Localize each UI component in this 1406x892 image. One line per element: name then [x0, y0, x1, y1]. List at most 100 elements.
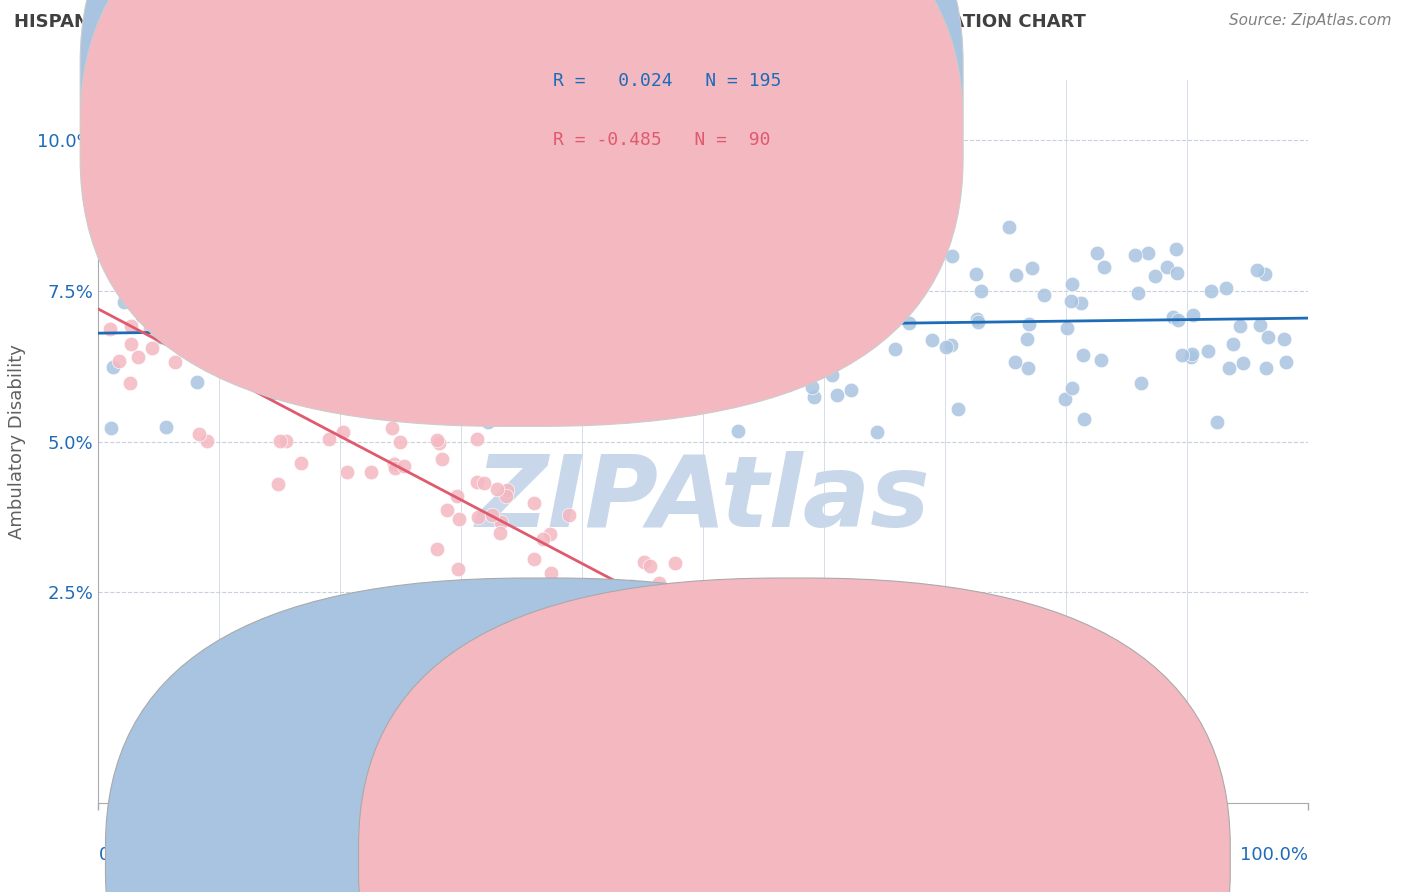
Point: [839, 383, 862, 397]
Point: [702, 226, 724, 240]
Point: [557, 281, 579, 295]
Point: [481, 508, 503, 522]
Point: [614, 584, 637, 599]
Point: [1254, 267, 1277, 281]
Point: [470, 392, 492, 406]
Point: [852, 239, 875, 253]
Point: [1222, 337, 1244, 351]
Point: [1085, 246, 1108, 260]
Point: [585, 588, 607, 602]
Point: [948, 401, 970, 416]
Point: [477, 415, 499, 429]
Point: [695, 356, 717, 370]
Point: [718, 303, 741, 318]
Point: [381, 420, 404, 434]
Point: [966, 312, 988, 326]
Point: [523, 496, 546, 510]
Point: [239, 374, 262, 388]
Point: [710, 599, 733, 613]
Point: [271, 385, 294, 400]
Point: [235, 330, 257, 344]
Point: [467, 432, 489, 446]
Point: [311, 286, 333, 301]
Point: [287, 332, 309, 346]
Point: [149, 330, 172, 344]
Point: [1215, 281, 1237, 295]
Text: 100.0%: 100.0%: [1240, 847, 1308, 864]
Point: [690, 642, 713, 657]
Point: [169, 234, 191, 248]
Point: [748, 265, 770, 279]
Point: [1156, 260, 1178, 274]
Point: [430, 452, 453, 467]
Point: [935, 340, 957, 354]
Point: [810, 256, 832, 270]
Point: [280, 283, 302, 297]
Point: [689, 301, 711, 316]
Point: [1143, 268, 1166, 283]
Point: [316, 350, 339, 364]
Point: [172, 326, 194, 340]
Point: [267, 247, 290, 261]
Point: [155, 419, 177, 434]
Point: [970, 285, 993, 299]
Point: [389, 435, 412, 450]
Point: [658, 352, 681, 367]
Point: [702, 586, 724, 600]
Point: [458, 347, 481, 361]
Point: [347, 383, 370, 397]
Point: [541, 256, 564, 270]
Text: ZIPAtlas: ZIPAtlas: [475, 450, 931, 548]
Point: [1167, 313, 1189, 327]
Point: [209, 287, 232, 301]
Point: [165, 355, 187, 369]
Point: [612, 587, 634, 601]
Point: [1090, 352, 1112, 367]
Point: [120, 319, 142, 334]
Point: [704, 645, 727, 659]
Point: [108, 353, 131, 368]
Point: [260, 366, 283, 380]
Point: [742, 310, 765, 325]
Text: R =   0.024   N = 195: R = 0.024 N = 195: [553, 72, 780, 90]
Point: [531, 334, 554, 349]
Point: [808, 272, 831, 286]
Point: [482, 278, 505, 293]
Point: [269, 434, 291, 448]
Point: [1018, 318, 1040, 332]
Point: [443, 279, 465, 293]
Text: Hispanics or Latinos: Hispanics or Latinos: [567, 850, 734, 868]
Point: [866, 425, 889, 439]
Point: [318, 433, 340, 447]
Point: [236, 304, 259, 318]
Point: [472, 475, 495, 490]
Point: [1181, 308, 1204, 322]
Point: [1181, 347, 1204, 361]
Point: [195, 434, 218, 449]
Point: [855, 233, 877, 247]
Point: [898, 317, 921, 331]
Point: [821, 368, 844, 382]
Point: [495, 489, 517, 503]
Point: [488, 526, 510, 541]
Point: [734, 641, 756, 656]
Point: [605, 404, 627, 418]
Point: [523, 552, 546, 566]
Point: [392, 458, 415, 473]
Point: [200, 312, 222, 326]
Point: [312, 260, 335, 275]
Point: [187, 427, 209, 442]
Point: [1201, 284, 1223, 298]
Point: [758, 250, 780, 264]
Point: [290, 456, 312, 470]
Point: [465, 253, 488, 268]
Point: [467, 311, 489, 326]
Point: [704, 211, 727, 226]
Point: [558, 508, 581, 523]
Y-axis label: Ambulatory Disability: Ambulatory Disability: [7, 344, 25, 539]
Point: [457, 301, 479, 316]
Point: [384, 458, 406, 472]
Point: [825, 388, 848, 402]
Point: [205, 343, 228, 357]
Point: [702, 607, 724, 621]
